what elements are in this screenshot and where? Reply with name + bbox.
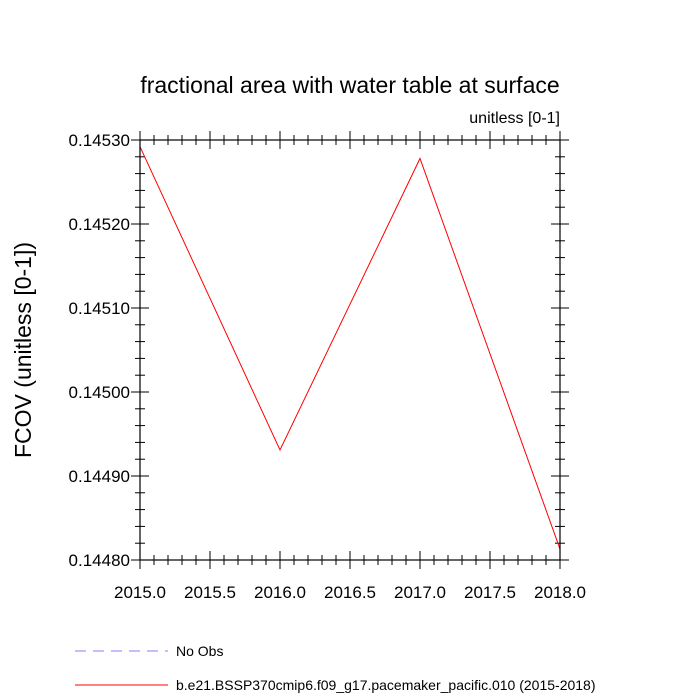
legend-label: b.e21.BSSP370cmip6.f09_g17.pacemaker_pac… <box>176 677 596 693</box>
y-tick-label: 0.14490 <box>69 467 130 486</box>
x-tick-label: 2017.0 <box>394 583 446 602</box>
y-tick-labels: 0.14480 0.14490 0.14500 0.14510 0.14520 0.145… <box>69 131 130 570</box>
y-tick-label: 0.14530 <box>69 131 130 150</box>
y-tick-label: 0.14500 <box>69 383 130 402</box>
x-tick-label: 2016.0 <box>254 583 306 602</box>
y-tick-label: 0.14480 <box>69 551 130 570</box>
x-tick-labels: 2015.0 2015.5 2016.0 2016.5 2017.0 2017.5 2018… <box>114 583 586 602</box>
x-tick-label: 2015.0 <box>114 583 166 602</box>
x-tick-label: 2016.5 <box>324 583 376 602</box>
legend: No Obs b.e21.BSSP370cmip6.f09_g17.pacemak… <box>75 643 596 693</box>
legend-label: No Obs <box>176 643 223 659</box>
chart-title: fractional area with water table at surf… <box>140 72 559 98</box>
x-tick-label: 2015.5 <box>184 583 236 602</box>
x-tick-label: 2018.0 <box>534 583 586 602</box>
series-layer <box>139 146 561 550</box>
x-tick-label: 2017.5 <box>464 583 516 602</box>
y-tick-label: 0.14510 <box>69 299 130 318</box>
y-tick-label: 0.14520 <box>69 215 130 234</box>
axis-ticks <box>131 131 569 569</box>
series-line <box>139 146 561 550</box>
y-axis-label: FCOV (unitless [0-1]) <box>10 242 36 458</box>
plot-frame <box>139 139 561 561</box>
units-label: unitless [0-1] <box>469 110 560 127</box>
